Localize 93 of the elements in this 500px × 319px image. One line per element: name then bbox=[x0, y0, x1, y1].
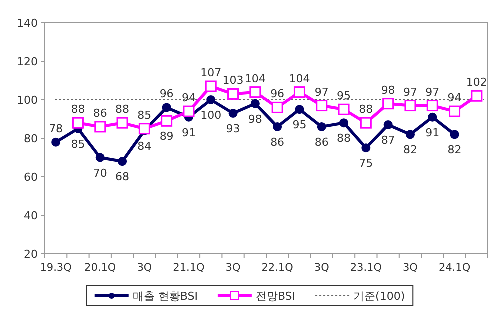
data-label: 97 bbox=[426, 86, 440, 99]
point bbox=[52, 138, 61, 147]
data-label: 68 bbox=[116, 170, 130, 184]
data-label: 86 bbox=[314, 136, 329, 149]
point bbox=[161, 115, 173, 127]
x-tick-label: 23.1Q bbox=[350, 262, 382, 274]
point bbox=[162, 103, 172, 112]
x-tick-label: 3Q bbox=[137, 262, 152, 274]
data-label: 98 bbox=[248, 112, 262, 126]
point bbox=[426, 100, 438, 112]
data-label: 102 bbox=[466, 76, 488, 90]
data-label: 104 bbox=[244, 72, 266, 86]
point bbox=[118, 157, 128, 166]
point bbox=[273, 122, 282, 132]
data-label: 82 bbox=[403, 144, 418, 157]
data-label: 84 bbox=[138, 140, 152, 153]
data-label: 96 bbox=[270, 88, 285, 101]
point bbox=[449, 106, 461, 118]
data-label: 104 bbox=[289, 72, 310, 86]
data-label: 98 bbox=[381, 84, 396, 97]
point bbox=[471, 90, 483, 102]
point bbox=[206, 96, 216, 104]
point bbox=[340, 118, 349, 128]
y-tick-label: 20 bbox=[24, 248, 38, 261]
data-label: 70 bbox=[93, 166, 108, 180]
data-label: 93 bbox=[226, 122, 240, 136]
point bbox=[382, 98, 394, 110]
x-tick-label: 3Q bbox=[226, 262, 241, 274]
data-label: 94 bbox=[448, 92, 462, 105]
point bbox=[96, 153, 105, 162]
y-tick-label: 80 bbox=[24, 132, 38, 146]
point bbox=[406, 130, 415, 140]
y-tick-label: 60 bbox=[24, 171, 38, 184]
legend-label: 전망BSI bbox=[256, 290, 296, 303]
point bbox=[428, 112, 438, 122]
data-label: 88 bbox=[337, 132, 352, 146]
point bbox=[116, 117, 128, 129]
data-label: 75 bbox=[359, 157, 374, 170]
y-tick-label: 140 bbox=[17, 17, 38, 30]
data-label: 85 bbox=[71, 138, 86, 151]
data-label: 78 bbox=[49, 122, 64, 136]
data-label: 87 bbox=[381, 134, 396, 148]
data-label: 85 bbox=[138, 108, 152, 122]
point bbox=[205, 80, 217, 92]
data-label: 82 bbox=[448, 144, 462, 157]
point bbox=[183, 106, 195, 118]
point bbox=[360, 117, 372, 129]
point bbox=[295, 105, 304, 114]
point bbox=[384, 120, 393, 130]
point bbox=[272, 102, 284, 114]
data-label: 91 bbox=[426, 126, 440, 140]
data-label: 97 bbox=[403, 86, 418, 99]
x-tick-label: 21.1Q bbox=[173, 262, 205, 274]
x-tick-label: 3Q bbox=[403, 262, 418, 274]
data-label: 95 bbox=[337, 90, 352, 103]
y-tick-label: 40 bbox=[24, 210, 38, 222]
x-tick-label: 19.3Q bbox=[40, 262, 72, 274]
point bbox=[317, 122, 326, 132]
data-label: 88 bbox=[71, 103, 86, 116]
data-label: 100 bbox=[200, 109, 222, 122]
point bbox=[250, 99, 260, 108]
point bbox=[362, 144, 371, 153]
point bbox=[228, 108, 238, 118]
x-tick-label: 24.1Q bbox=[438, 262, 471, 274]
data-label: 86 bbox=[270, 136, 285, 149]
x-tick-label: 22.1Q bbox=[262, 262, 294, 274]
point bbox=[338, 104, 350, 116]
point bbox=[250, 86, 262, 98]
point bbox=[316, 100, 328, 112]
y-tick-label: 100 bbox=[17, 94, 38, 107]
x-tick-label: 20.1Q bbox=[84, 262, 116, 274]
data-label: 86 bbox=[93, 106, 108, 120]
data-label: 88 bbox=[359, 103, 374, 116]
data-label: 91 bbox=[182, 126, 196, 140]
point bbox=[450, 130, 460, 140]
point bbox=[404, 100, 416, 112]
legend-label: 매출 현황BSI bbox=[132, 290, 198, 303]
legend-label: 기준(100) bbox=[354, 290, 406, 303]
data-label: 96 bbox=[160, 88, 174, 101]
data-label: 107 bbox=[200, 66, 222, 80]
y-tick-label: 120 bbox=[17, 56, 38, 68]
point bbox=[138, 123, 150, 135]
point bbox=[72, 117, 84, 129]
data-label: 89 bbox=[160, 130, 174, 144]
x-tick-label: 3Q bbox=[314, 262, 330, 274]
data-label: 95 bbox=[292, 118, 307, 132]
point bbox=[294, 86, 306, 98]
point bbox=[94, 121, 106, 133]
data-label: 94 bbox=[182, 92, 196, 105]
data-label: 97 bbox=[314, 86, 329, 99]
data-label: 88 bbox=[116, 103, 130, 116]
point bbox=[228, 88, 240, 100]
data-label: 103 bbox=[222, 74, 244, 88]
